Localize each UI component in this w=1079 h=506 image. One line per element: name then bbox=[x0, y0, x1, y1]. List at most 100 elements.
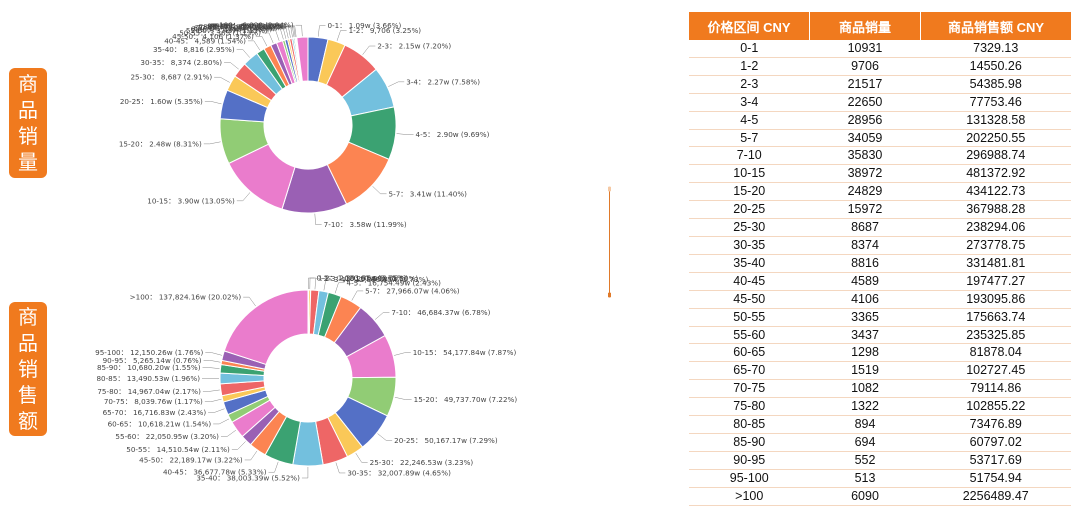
header-price-range: 价格区间 CNY bbox=[689, 12, 810, 40]
price-range-cell: 25-30 bbox=[689, 219, 810, 237]
label-leader bbox=[221, 430, 236, 436]
slice-value-text: 22,246.53w (3.23%) bbox=[400, 458, 473, 467]
sales-amount-cell: 54385.98 bbox=[921, 75, 1072, 93]
slice-value-text: 22,050.95w (3.20%) bbox=[146, 432, 219, 441]
label-leader bbox=[248, 41, 260, 50]
label-leader bbox=[335, 283, 344, 293]
sales-amount-cell: 238294.06 bbox=[921, 219, 1072, 237]
price-range-cell: 50-55 bbox=[689, 308, 810, 326]
sales-volume-cell: 35830 bbox=[810, 147, 921, 165]
label-leader bbox=[245, 451, 257, 460]
label-leader bbox=[203, 390, 220, 391]
slice-separator: ： bbox=[435, 395, 444, 404]
label-leader bbox=[237, 193, 250, 201]
label-leader bbox=[208, 409, 224, 413]
label-leader bbox=[352, 291, 363, 301]
slice-label: 25-30： 22,246.53w (3.23%) bbox=[370, 458, 474, 467]
slice-value-text: 27,966.07w (4.06%) bbox=[386, 286, 459, 295]
sales-amount-cell: 193095.86 bbox=[921, 290, 1072, 308]
label-leader bbox=[224, 62, 239, 69]
slice-range: 50-55 bbox=[126, 445, 147, 454]
slice-range: 5-7 bbox=[365, 286, 377, 295]
slice-range: 30-35 bbox=[140, 58, 161, 67]
sales-amount-cell: 273778.75 bbox=[921, 236, 1072, 254]
price-range-cell: 4-5 bbox=[689, 111, 810, 129]
sales-volume-cell: 38972 bbox=[810, 165, 921, 183]
timeline-dot-bottom bbox=[608, 293, 611, 298]
label-leader bbox=[375, 312, 389, 319]
slice-value-text: 8,039.76w (1.17%) bbox=[134, 397, 203, 406]
slice-label: 75-80： 14,967.04w (2.17%) bbox=[97, 387, 201, 396]
slice-separator: ： bbox=[121, 348, 130, 357]
sales-amount-cell: 331481.81 bbox=[921, 254, 1072, 272]
slice-separator: ： bbox=[140, 139, 149, 148]
sales-volume-cell: 3365 bbox=[810, 308, 921, 326]
slice-value-text: 2.90w (9.69%) bbox=[437, 130, 490, 139]
slice-range: 80-85 bbox=[96, 374, 117, 383]
slice-label: 10-15： 3.90w (13.05%) bbox=[147, 196, 235, 205]
slice-separator: ： bbox=[147, 445, 156, 454]
sales-amount-cell: 481372.92 bbox=[921, 165, 1072, 183]
slice-label: 45-50： 22,189.17w (3.22%) bbox=[139, 455, 243, 464]
label-leader bbox=[318, 26, 325, 37]
label-leader bbox=[308, 278, 314, 289]
slice-label: 1-2： 9,706 (3.25%) bbox=[349, 26, 422, 35]
slice-separator: ： bbox=[136, 432, 145, 441]
price-range-cell: 75-80 bbox=[689, 398, 810, 416]
sales-amount-cell: 202250.55 bbox=[921, 129, 1072, 147]
slice-value-text: 2.15w (7.20%) bbox=[399, 42, 452, 51]
slice-label: 3-4： 2.27w (7.58%) bbox=[406, 77, 480, 86]
label-leader bbox=[256, 36, 267, 46]
slice-separator: ： bbox=[434, 348, 443, 357]
sales-amount-cell: 53717.69 bbox=[921, 451, 1072, 469]
price-range-cell: 40-45 bbox=[689, 272, 810, 290]
label-leader bbox=[213, 419, 229, 424]
label-leader bbox=[363, 46, 376, 55]
sales-amount-cell: 73476.89 bbox=[921, 416, 1072, 434]
price-range-cell: 60-65 bbox=[689, 344, 810, 362]
slice-value-text: 2.27w (7.58%) bbox=[427, 77, 480, 86]
slice-label: 90-95： 5,265.14w (0.76%) bbox=[103, 356, 202, 365]
slice-separator: ： bbox=[418, 77, 427, 86]
price-range-cell: 35-40 bbox=[689, 254, 810, 272]
slice-separator: ： bbox=[427, 130, 436, 139]
slice-label: 25-30： 8,687 (2.91%) bbox=[130, 73, 212, 82]
sales-volume-cell: 1298 bbox=[810, 344, 921, 362]
slice-range: 45-50 bbox=[139, 455, 160, 464]
slice-label: >100： 6,090 (2.04%) bbox=[213, 21, 294, 30]
header-sales-volume: 商品销量 bbox=[810, 12, 921, 40]
sales-volume-cell: 552 bbox=[810, 451, 921, 469]
price-range-cell: 3-4 bbox=[689, 93, 810, 111]
slice-label: 35-40： 8,816 (2.95%) bbox=[153, 45, 235, 54]
price-range-cell: 55-60 bbox=[689, 326, 810, 344]
slice-value-text: 9,706 (3.25%) bbox=[370, 26, 421, 35]
sales-volume-cell: 8687 bbox=[810, 219, 921, 237]
slice-range: 25-30 bbox=[130, 73, 151, 82]
slice-range: 5-7 bbox=[389, 189, 401, 198]
price-range-cell: 2-3 bbox=[689, 75, 810, 93]
slice-separator: ： bbox=[339, 21, 348, 30]
slice-value-text: 49,737.70w (7.22%) bbox=[444, 395, 517, 404]
sales-amount-cell: 131328.58 bbox=[921, 111, 1072, 129]
slice-separator: ： bbox=[129, 419, 138, 428]
slice-label: 40-45： 36,677.78w (5.33%) bbox=[163, 468, 267, 477]
slice-value-text: 8,816 (2.95%) bbox=[183, 45, 234, 54]
label-leader bbox=[395, 397, 412, 399]
sales-amount-cell: 7329.13 bbox=[921, 40, 1072, 57]
slice-separator: ： bbox=[123, 356, 132, 365]
sales-volume-cell: 694 bbox=[810, 433, 921, 451]
slice-value-text: 12,150.26w (1.76%) bbox=[130, 348, 203, 357]
price-range-cell: 85-90 bbox=[689, 433, 810, 451]
price-range-cell: 45-50 bbox=[689, 290, 810, 308]
